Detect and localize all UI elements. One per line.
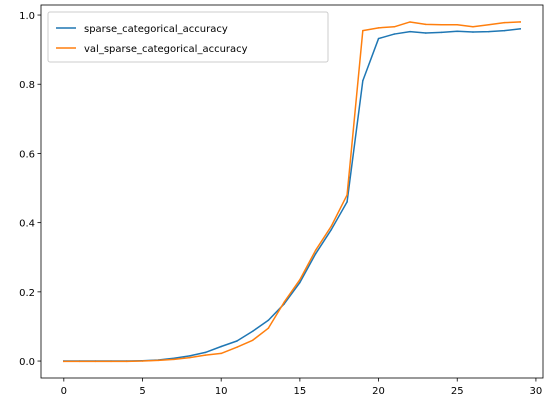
- data-point-sparse-categorical-accuracy: [188, 355, 191, 357]
- data-point-sparse-categorical-accuracy: [425, 32, 427, 34]
- data-point-sparse-categorical-accuracy: [409, 30, 411, 33]
- data-point-sparse-categorical-accuracy: [314, 253, 317, 255]
- data-point-sparse-categorical-accuracy: [236, 340, 238, 342]
- data-point-val-sparse-categorical-accuracy: [283, 301, 285, 303]
- series-layer: [63, 21, 522, 363]
- data-point-sparse-categorical-accuracy: [456, 30, 458, 33]
- x-tick-label: 15: [294, 386, 307, 397]
- data-point-val-sparse-categorical-accuracy: [110, 360, 112, 363]
- data-point-sparse-categorical-accuracy: [346, 201, 348, 203]
- y-tick-label: 0.6: [19, 149, 35, 160]
- data-point-val-sparse-categorical-accuracy: [78, 360, 81, 363]
- legend-label-val-sparse-categorical-accuracy: val_sparse_categorical_accuracy: [84, 44, 248, 55]
- data-point-val-sparse-categorical-accuracy: [267, 327, 270, 329]
- legend-label-sparse-categorical-accuracy: sparse_categorical_accuracy: [84, 24, 228, 35]
- axes-layer: [40, 4, 544, 379]
- data-point-val-sparse-categorical-accuracy: [299, 278, 301, 281]
- data-point-val-sparse-categorical-accuracy: [173, 358, 175, 361]
- data-point-sparse-categorical-accuracy: [251, 330, 254, 333]
- data-point-val-sparse-categorical-accuracy: [503, 21, 506, 24]
- x-tick-label: 0: [61, 386, 67, 397]
- data-point-sparse-categorical-accuracy: [377, 37, 380, 40]
- plot-area: [41, 5, 543, 378]
- data-point-val-sparse-categorical-accuracy: [188, 356, 191, 359]
- data-point-val-sparse-categorical-accuracy: [141, 360, 144, 362]
- data-point-sparse-categorical-accuracy: [519, 28, 521, 30]
- data-point-val-sparse-categorical-accuracy: [362, 29, 364, 32]
- data-point-val-sparse-categorical-accuracy: [409, 21, 411, 23]
- x-tick-label: 30: [530, 386, 543, 397]
- data-point-val-sparse-categorical-accuracy: [94, 360, 97, 363]
- ticks-layer: 0 5 10 15 20 25 30 0.0 0.2 0.4 0.6 0.8 1.0: [19, 11, 542, 397]
- data-point-val-sparse-categorical-accuracy: [456, 23, 458, 26]
- data-point-sparse-categorical-accuracy: [393, 33, 396, 35]
- data-point-sparse-categorical-accuracy: [487, 30, 490, 33]
- data-point-val-sparse-categorical-accuracy: [251, 339, 254, 342]
- data-point-sparse-categorical-accuracy: [440, 31, 443, 34]
- y-tick-label: 1.0: [19, 11, 35, 22]
- data-point-val-sparse-categorical-accuracy: [220, 352, 222, 355]
- data-point-val-sparse-categorical-accuracy: [377, 27, 380, 29]
- data-point-val-sparse-categorical-accuracy: [346, 194, 348, 196]
- data-point-sparse-categorical-accuracy: [503, 29, 506, 32]
- data-point-sparse-categorical-accuracy: [472, 31, 474, 33]
- data-point-val-sparse-categorical-accuracy: [519, 21, 521, 23]
- y-tick-label: 0.4: [19, 219, 35, 230]
- data-point-val-sparse-categorical-accuracy: [425, 23, 427, 26]
- data-point-sparse-categorical-accuracy: [362, 80, 364, 82]
- data-point-val-sparse-categorical-accuracy: [236, 346, 238, 348]
- x-tick-label: 25: [451, 386, 464, 397]
- y-tick-label: 0.8: [19, 80, 35, 91]
- data-point-val-sparse-categorical-accuracy: [487, 23, 490, 26]
- data-point-val-sparse-categorical-accuracy: [126, 360, 128, 363]
- legend-frame: [47, 11, 329, 63]
- data-point-sparse-categorical-accuracy: [267, 319, 270, 321]
- data-point-val-sparse-categorical-accuracy: [204, 354, 207, 356]
- data-point-sparse-categorical-accuracy: [330, 228, 333, 231]
- y-tick-label: 0.0: [19, 357, 35, 368]
- data-point-val-sparse-categorical-accuracy: [393, 26, 396, 28]
- series-line-val-sparse-categorical-accuracy: [63, 21, 521, 363]
- y-tick-label: 0.2: [19, 288, 35, 299]
- data-point-val-sparse-categorical-accuracy: [472, 26, 474, 28]
- data-point-sparse-categorical-accuracy: [204, 351, 207, 354]
- data-point-sparse-categorical-accuracy: [220, 345, 222, 348]
- x-tick-label: 5: [139, 386, 145, 397]
- data-point-val-sparse-categorical-accuracy: [314, 249, 317, 252]
- data-point-val-sparse-categorical-accuracy: [63, 360, 65, 363]
- data-point-val-sparse-categorical-accuracy: [157, 359, 159, 362]
- legend: sparse_categorical_accuracy val_sparse_c…: [47, 11, 329, 63]
- plot-frame: [40, 4, 544, 379]
- x-tick-label: 10: [215, 386, 228, 397]
- data-point-sparse-categorical-accuracy: [299, 281, 301, 284]
- data-point-val-sparse-categorical-accuracy: [440, 23, 443, 26]
- x-tick-label: 20: [372, 386, 385, 397]
- data-point-val-sparse-categorical-accuracy: [330, 225, 333, 227]
